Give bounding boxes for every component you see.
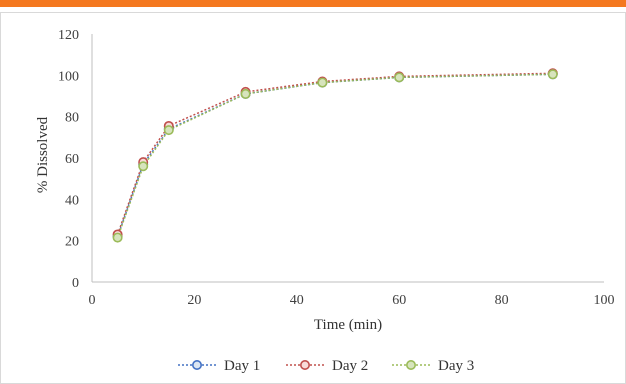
legend-label: Day 3 <box>438 358 474 374</box>
y-tick-label: 100 <box>58 69 79 84</box>
data-point-day-3 <box>394 72 405 83</box>
y-tick-label: 80 <box>65 111 79 126</box>
legend-marker <box>192 359 203 370</box>
y-tick-label: 20 <box>65 235 79 250</box>
y-tick-labels: 0 20 40 60 80 100 120 <box>58 28 79 291</box>
series-lines <box>116 72 553 238</box>
y-tick-label: 120 <box>58 28 79 43</box>
series-line-day-3 <box>116 73 553 238</box>
data-point-day-3 <box>240 88 251 99</box>
series-points <box>112 68 558 243</box>
x-tick-labels: 0 20 40 60 80 100 <box>89 293 615 308</box>
x-tick-label: 20 <box>187 293 201 308</box>
data-point-day-3 <box>547 69 558 80</box>
axes <box>91 34 604 283</box>
data-point-day-3 <box>163 125 174 136</box>
data-point-day-3 <box>138 161 149 172</box>
legend-item-day-2: Day 2 <box>286 358 368 374</box>
series-line-day-2 <box>116 72 553 235</box>
x-tick-label: 80 <box>495 293 509 308</box>
y-tick-label: 40 <box>65 193 79 208</box>
data-point-day-3 <box>317 77 328 88</box>
top-accent-bar <box>0 0 626 7</box>
data-point-day-3 <box>112 232 123 243</box>
x-tick-label: 40 <box>290 293 304 308</box>
x-axis-title: Time (min) <box>314 317 382 333</box>
y-tick-label: 60 <box>65 152 79 167</box>
legend-marker <box>299 359 310 370</box>
x-tick-label: 100 <box>594 293 615 308</box>
y-tick-label: 0 <box>72 276 79 291</box>
x-tick-label: 0 <box>89 293 96 308</box>
y-axis-title: % Dissolved <box>35 116 51 193</box>
legend-marker <box>405 359 416 370</box>
legend-item-day-1: Day 1 <box>178 358 260 374</box>
legend: Day 1 Day 2 Day 3 <box>178 358 474 374</box>
legend-item-day-3: Day 3 <box>392 358 474 374</box>
legend-label: Day 2 <box>332 358 368 374</box>
legend-label: Day 1 <box>224 358 260 374</box>
series-line-day-1 <box>116 73 553 237</box>
x-tick-label: 60 <box>392 293 406 308</box>
